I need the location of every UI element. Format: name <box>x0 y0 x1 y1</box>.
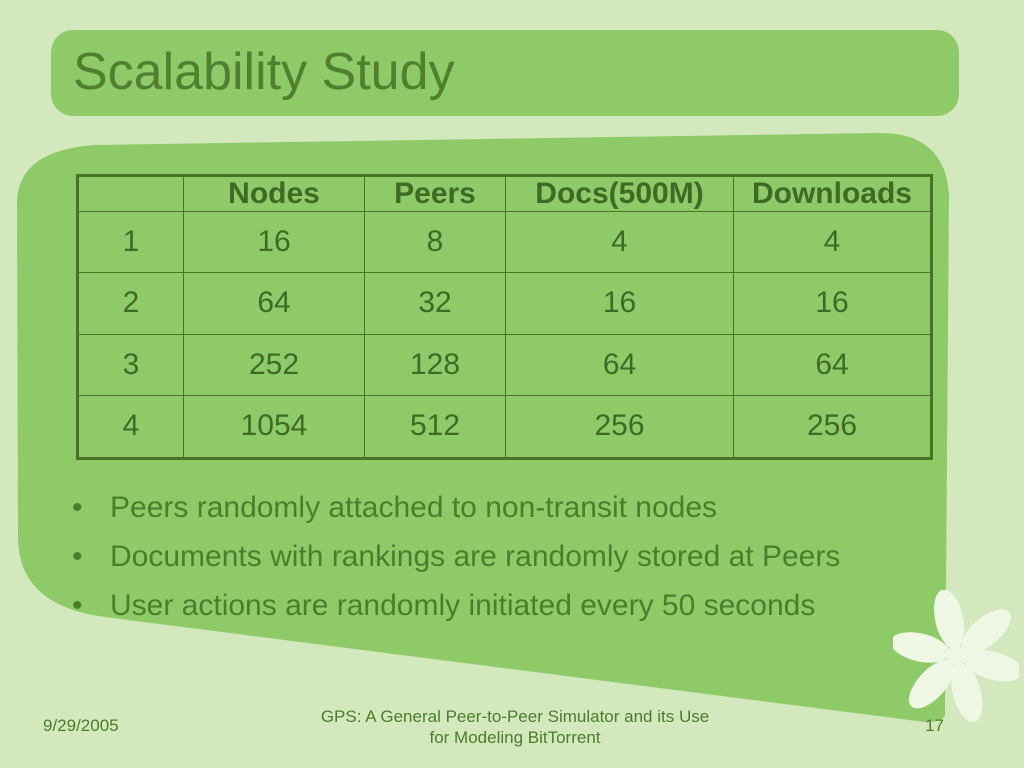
table-cell: 1054 <box>183 394 365 460</box>
footer-title-line: for Modeling BitTorrent <box>429 728 601 747</box>
table-cell: 3 <box>77 333 184 396</box>
table-row: 3 252 128 64 64 <box>77 333 932 396</box>
table-cell: 252 <box>183 333 365 396</box>
table-cell: 4 <box>77 394 184 460</box>
table-cell: 4 <box>505 210 734 274</box>
header-cell-peers: Peers <box>364 175 506 212</box>
flower-icon <box>893 590 1019 722</box>
table-row: 1 16 8 4 4 <box>77 210 932 274</box>
table-cell: 32 <box>364 272 506 335</box>
bullet-dot-icon: • <box>72 491 83 524</box>
footer-title: GPS: A General Peer-to-Peer Simulator an… <box>280 706 750 748</box>
bullet-item: • User actions are randomly initiated eve… <box>72 584 840 633</box>
bullet-item: • Documents with rankings are randomly st… <box>72 535 840 584</box>
bullet-text: Peers randomly attached to non-transit n… <box>110 491 718 524</box>
table-row: 2 64 32 16 16 <box>77 272 932 335</box>
table-cell: 64 <box>505 333 734 396</box>
bullet-list: • Peers randomly attached to non-transit … <box>72 486 840 633</box>
table-cell: 2 <box>77 272 184 335</box>
table-row: 4 1054 512 256 256 <box>77 394 932 460</box>
header-cell-docs: Docs(500M) <box>505 175 734 212</box>
table-cell: 512 <box>364 394 506 460</box>
bullet-item: • Peers randomly attached to non-transit … <box>72 486 840 535</box>
table-cell: 16 <box>505 272 734 335</box>
bullet-dot-icon: • <box>72 540 83 573</box>
scalability-table: Nodes Peers Docs(500M) Downloads 1 16 8 … <box>76 174 933 460</box>
footer-title-line: GPS: A General Peer-to-Peer Simulator an… <box>320 707 710 726</box>
slide-title: Scalability Study <box>73 43 455 101</box>
table-cell: 4 <box>733 210 932 274</box>
bullet-text: Documents with rankings are randomly sto… <box>110 540 841 573</box>
table-cell: 16 <box>183 210 365 274</box>
table-cell: 256 <box>733 394 932 460</box>
table-cell: 128 <box>364 333 506 396</box>
table-cell: 256 <box>505 394 734 460</box>
table-header-row: Nodes Peers Docs(500M) Downloads <box>77 175 932 212</box>
data-table-wrapper: Nodes Peers Docs(500M) Downloads 1 16 8 … <box>76 174 933 460</box>
table-cell: 64 <box>733 333 932 396</box>
table-cell: 64 <box>183 272 365 335</box>
table-cell: 16 <box>733 272 932 335</box>
bullet-dot-icon: • <box>72 589 83 622</box>
header-cell-blank <box>77 175 184 212</box>
page-number: 17 <box>925 716 944 735</box>
header-cell-nodes: Nodes <box>183 175 365 212</box>
footer-date: 9/29/2005 <box>43 716 119 735</box>
bullet-text: User actions are randomly initiated ever… <box>110 589 816 622</box>
title-bar: Scalability Study <box>51 30 959 116</box>
table-cell: 1 <box>77 210 184 274</box>
header-cell-downloads: Downloads <box>733 175 932 212</box>
table-cell: 8 <box>364 210 506 274</box>
